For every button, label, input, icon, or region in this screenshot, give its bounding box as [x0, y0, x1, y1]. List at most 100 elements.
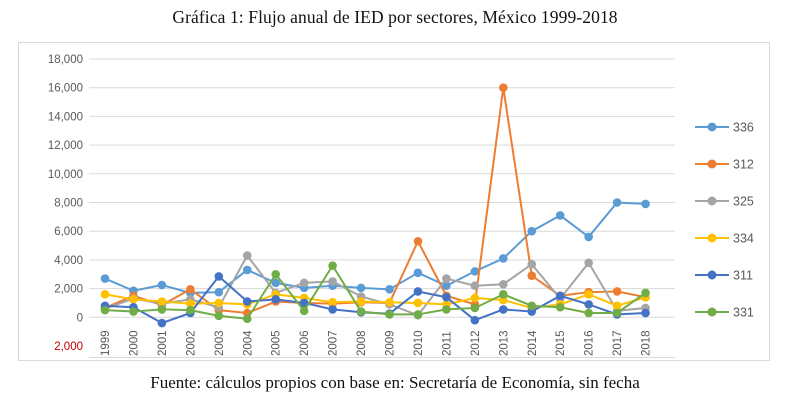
- series-336-point: [641, 199, 650, 209]
- x-tick-label: 2008: [356, 330, 368, 356]
- legend-marker-point: [707, 159, 717, 169]
- series-331-point: [214, 311, 224, 321]
- y-tick-label: 14,000: [48, 111, 83, 123]
- x-tick-label: 2010: [413, 330, 425, 356]
- series-311-point: [299, 298, 309, 308]
- series-331-point: [442, 305, 451, 314]
- series-325-point: [328, 277, 337, 286]
- series-331-point: [242, 314, 252, 324]
- series-312-point: [413, 236, 423, 246]
- x-tick-label: 2003: [214, 330, 226, 356]
- series-334-point: [328, 297, 337, 307]
- series-311-point: [442, 292, 451, 302]
- series-311-point: [555, 291, 565, 301]
- y-tick-label: 2,000: [54, 341, 83, 353]
- series-331-point: [186, 305, 195, 315]
- x-tick-label: 2000: [128, 330, 140, 356]
- series-331-point: [612, 308, 622, 318]
- x-tick-label: 2002: [185, 330, 197, 356]
- y-tick-label: 12,000: [48, 140, 83, 152]
- series-331-point: [555, 302, 565, 312]
- series-336-point: [214, 287, 224, 297]
- series-336-point: [499, 254, 508, 263]
- x-tick-label: 2012: [470, 330, 482, 356]
- chart-frame: 18,000 16,000 14,000 12,000 10,000 8,000 6,000…: [18, 42, 770, 361]
- series-331-point: [299, 306, 309, 316]
- series-334-point: [356, 297, 366, 306]
- series-331-point: [584, 308, 593, 318]
- legend-marker-point: [707, 122, 717, 132]
- series-311-point: [499, 305, 508, 314]
- x-tick-label: 2014: [527, 330, 539, 356]
- series-312-point: [186, 285, 195, 294]
- x-tick-label: 2007: [328, 330, 340, 356]
- series-311-point: [470, 315, 480, 325]
- y-tick-label: 8,000: [54, 198, 83, 210]
- series-331-point: [328, 261, 337, 270]
- series-336-point: [242, 265, 252, 275]
- y-tick-label: 2,000: [54, 284, 83, 296]
- source-caption: Fuente: cálculos propios con base en: Se…: [150, 373, 640, 392]
- series-311-point: [328, 305, 337, 314]
- series-325-line: [104, 254, 646, 317]
- series-336-point: [271, 278, 280, 288]
- x-tick-label: 2013: [498, 330, 510, 356]
- series-325-point: [242, 251, 252, 260]
- x-tick-label: 2009: [385, 330, 397, 356]
- series-312-point: [527, 271, 537, 280]
- series-334-point: [129, 295, 138, 304]
- series-334-point: [186, 299, 195, 308]
- x-tick-label: 2016: [584, 330, 596, 356]
- series-334-point: [100, 290, 110, 299]
- y-tick-label: 16,000: [48, 83, 83, 95]
- series-336-point: [100, 274, 110, 283]
- series-331-point: [356, 307, 366, 316]
- series-336-point: [612, 198, 622, 207]
- series-325-point: [527, 259, 537, 269]
- legend-item-label: 334: [733, 232, 754, 246]
- legend-marker-point: [707, 307, 717, 317]
- series-311-point: [157, 318, 167, 328]
- series-331-point: [470, 303, 480, 313]
- series-312-point: [612, 287, 622, 296]
- legend-marker-point: [707, 233, 717, 243]
- chart-title: Gráfica 1: Flujo anual de IED por sector…: [172, 7, 618, 27]
- legend-marker-point: [707, 196, 717, 206]
- series-331-point: [129, 307, 138, 316]
- x-tick-label: 2005: [271, 330, 283, 356]
- x-tick-label: 2018: [641, 330, 653, 356]
- y-tick-label: 10,000: [48, 169, 83, 181]
- x-tick-label: 2017: [612, 330, 624, 356]
- series-334-point: [157, 297, 167, 306]
- series-334-point: [214, 298, 224, 308]
- series-336-point: [442, 281, 451, 291]
- x-tick-label: 2011: [441, 331, 453, 356]
- series-336-point: [584, 232, 593, 242]
- series-334-point: [385, 297, 394, 307]
- x-tick-label: 2015: [555, 330, 567, 356]
- y-tick-label: 18,000: [48, 54, 83, 66]
- series-336-point: [555, 211, 565, 220]
- series-311-point: [413, 287, 423, 296]
- legend-item-label: 311: [733, 269, 753, 283]
- series-312-line: [104, 86, 646, 314]
- series-331-point: [271, 269, 280, 279]
- series-325-point: [299, 278, 309, 288]
- line-chart: 18,000 16,000 14,000 12,000 10,000 8,000 6,000…: [48, 54, 754, 358]
- series-334-point: [470, 293, 480, 303]
- legend-item-label: 336: [733, 121, 754, 135]
- series-311-point: [641, 308, 650, 318]
- series-331-point: [499, 290, 508, 299]
- series-331-point: [157, 305, 167, 314]
- series-325-point: [499, 279, 508, 289]
- series-331-point: [641, 288, 650, 298]
- series-334-line: [104, 293, 646, 309]
- legend-marker-point: [707, 270, 717, 280]
- legend-item-label: 325: [733, 195, 754, 209]
- series-336-point: [470, 267, 480, 276]
- series-325-point: [442, 274, 451, 283]
- series-325-point: [584, 258, 593, 268]
- legend-item-label: 312: [733, 158, 754, 172]
- series-312-point: [499, 83, 508, 92]
